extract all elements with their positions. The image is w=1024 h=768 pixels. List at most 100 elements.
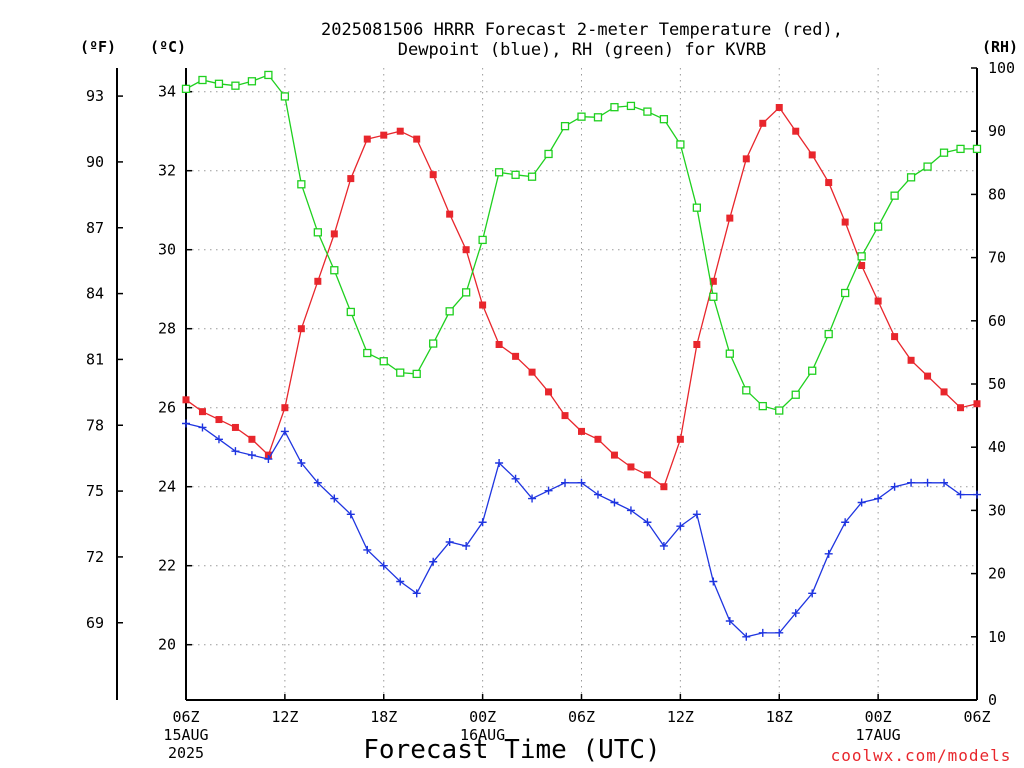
rh-point: [560, 121, 570, 131]
rh-point: [808, 366, 817, 375]
rh-axis-unit: (RH): [982, 38, 1018, 56]
dewpoint-point: [956, 490, 965, 499]
temperature-point: [297, 325, 305, 333]
rh-point: [824, 329, 833, 339]
dewpoint-point: [610, 498, 619, 507]
temperature-point: [891, 333, 899, 341]
dewpoint-series: [182, 419, 981, 641]
rh-point: [775, 406, 784, 415]
x-tick-label: 12Z: [667, 708, 694, 726]
x-tick-label: 00Z: [469, 708, 496, 726]
temperature-point: [643, 471, 651, 479]
dewpoint-point: [791, 609, 800, 618]
temperature-point: [380, 131, 388, 139]
celsius-tick-label: 34: [158, 83, 176, 101]
rh-point: [643, 107, 652, 116]
x-tick-label: 12Z: [271, 708, 298, 726]
rh-point: [494, 168, 504, 177]
dewpoint-point: [363, 545, 372, 554]
dewpoint-point: [297, 459, 306, 467]
dewpoint-point: [264, 455, 273, 464]
rh-point: [709, 292, 718, 301]
temperature-point: [363, 135, 371, 143]
rh-point: [742, 386, 751, 395]
x-tick-label: 00Z: [865, 708, 892, 726]
rh-series: [181, 70, 982, 415]
gridlines: [186, 68, 977, 700]
x-tick-label: 06Z: [963, 708, 990, 726]
rh-point: [857, 252, 866, 261]
temperature-point: [512, 352, 520, 360]
temperature-point: [874, 297, 882, 305]
temperature-point: [610, 451, 618, 459]
rh-point: [461, 288, 471, 297]
rh-point: [198, 75, 207, 85]
rh-point: [527, 172, 537, 181]
x-tick-label: 17AUG: [856, 726, 901, 744]
x-tick-label: 06Z: [568, 708, 595, 726]
temperature-point: [446, 210, 454, 218]
dewpoint-point: [445, 538, 454, 546]
temperature-point: [479, 301, 487, 309]
dewpoint-point: [643, 518, 652, 527]
temperature-point: [957, 404, 965, 412]
rh-point: [181, 84, 191, 94]
temperature-point: [198, 408, 206, 416]
temperature-point: [413, 135, 421, 143]
temperature-point: [429, 171, 437, 179]
dewpoint-point: [412, 589, 421, 598]
temperature-point: [759, 119, 767, 127]
fahrenheit-tick-label: 93: [86, 87, 104, 105]
rh-point: [626, 101, 636, 111]
x-tick-label: 2025: [168, 744, 204, 762]
dewpoint-point: [429, 557, 438, 566]
fahrenheit-tick-label: 69: [86, 614, 104, 632]
rh-tick-label: 0: [988, 691, 997, 709]
rh-point: [511, 170, 520, 179]
rh-tick-label: 20: [988, 565, 1006, 583]
dewpoint-point: [841, 518, 850, 527]
rh-tick-label: 90: [988, 122, 1006, 140]
temperature-point: [940, 388, 948, 396]
fahrenheit-tick-label: 81: [86, 350, 104, 368]
rh-point: [890, 191, 899, 200]
rh-point: [610, 103, 619, 112]
rh-point: [725, 349, 734, 358]
dewpoint-point: [890, 482, 899, 491]
rh-point: [577, 112, 586, 121]
rh-point: [593, 113, 603, 122]
rh-point: [841, 288, 850, 298]
dewpoint-point: [709, 577, 718, 586]
x-tick-label: 18Z: [766, 708, 793, 726]
dewpoint-point: [528, 494, 537, 503]
celsius-tick-label: 24: [158, 478, 176, 496]
credit-text: coolwx.com/models: [831, 746, 1012, 765]
temperature-point: [693, 341, 701, 348]
dewpoint-point: [923, 478, 932, 487]
temperature-point: [742, 155, 750, 163]
rh-point: [956, 144, 965, 154]
celsius-tick-label: 22: [158, 557, 176, 575]
dewpoint-point: [231, 447, 240, 456]
x-tick-label: 06Z: [172, 708, 199, 726]
rh-point: [923, 162, 932, 171]
rh-point: [214, 79, 224, 88]
temperature-point: [396, 127, 404, 135]
temperature-point: [973, 400, 981, 408]
fahrenheit-tick-label: 84: [86, 285, 104, 303]
rh-point: [363, 348, 372, 358]
dewpoint-point: [692, 510, 701, 519]
dewpoint-point: [593, 490, 602, 499]
dewpoint-point: [973, 490, 981, 499]
rh-point: [939, 148, 949, 157]
rh-point: [379, 357, 388, 366]
temperature-point: [841, 218, 849, 226]
temperature-point: [281, 404, 289, 412]
rh-point: [412, 369, 421, 379]
rh-tick-label: 10: [988, 628, 1006, 646]
temperature-point: [792, 127, 800, 135]
temperature-point: [594, 435, 602, 443]
rh-point: [346, 307, 355, 317]
